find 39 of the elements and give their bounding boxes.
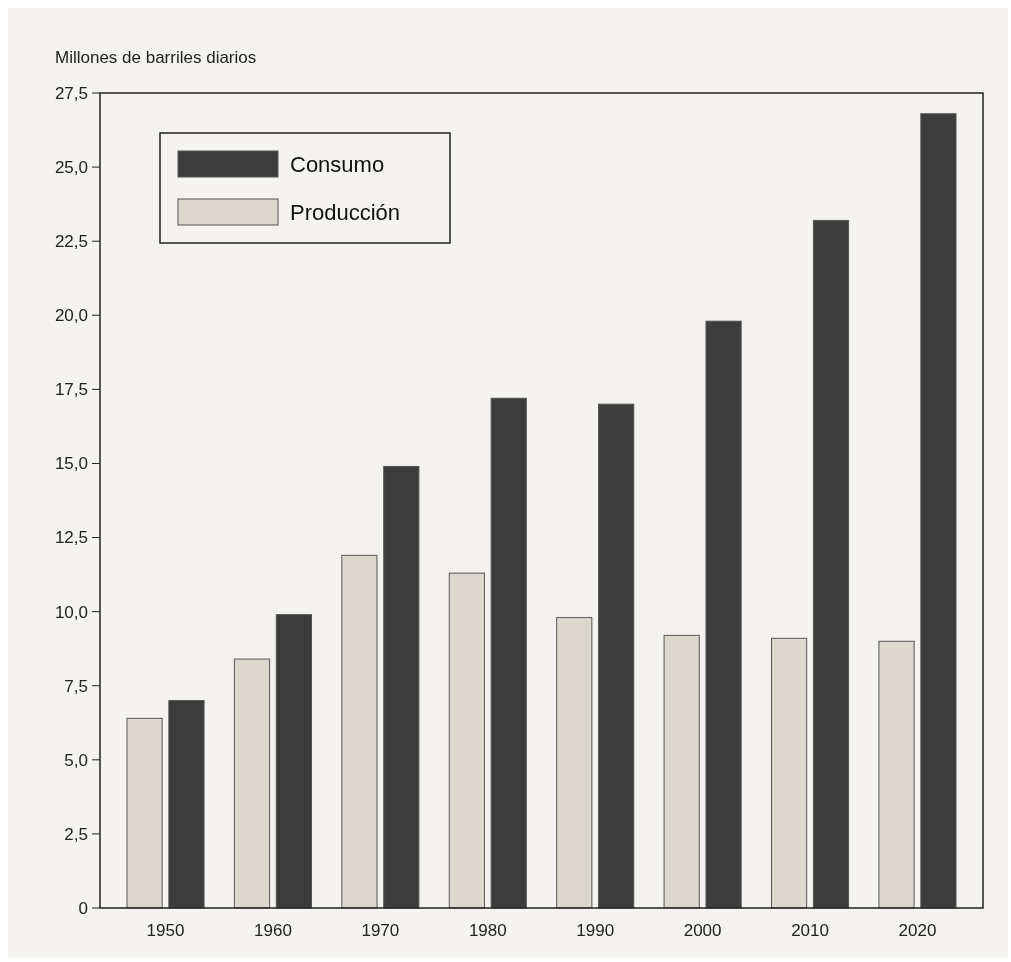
x-tick-label: 2020 [898,921,937,940]
y-tick-label: 20,0 [54,306,88,326]
bar [448,572,485,909]
y-tick-label: 0 [78,898,88,918]
legend-label: Producción [290,199,401,225]
y-tick-label: 2,5 [64,824,88,844]
x-tick-label: 1970 [361,921,400,940]
bar [168,700,205,909]
bar [556,617,593,909]
x-tick-label: 1960 [254,921,292,940]
x-tick-label: 2000 [683,921,722,940]
x-tick-label: 1990 [576,921,615,940]
y-tick-label: 12,5 [54,528,88,548]
y-tick-label: 15,0 [54,454,88,474]
bar [771,637,808,909]
x-tick-label: 2010 [791,921,829,940]
bar [598,403,635,909]
y-axis-title: Millones de barriles diarios [55,48,257,67]
bar [383,465,420,909]
y-tick-label: 7,5 [64,676,88,696]
x-tick-label: 1980 [468,921,507,940]
y-tick-label: 10,0 [54,602,88,622]
bar [878,640,915,909]
bar [490,397,527,909]
bar [812,219,850,909]
x-tick-label: 1950 [146,921,185,940]
bar [126,717,163,909]
y-tick-label: 22,5 [54,232,88,252]
bar [705,320,742,909]
bar [275,614,312,909]
bar [341,554,378,909]
bar [920,113,957,909]
y-tick-label: 25,0 [54,158,88,178]
bar [233,658,271,909]
bar [663,634,700,909]
legend-label: Consumo [290,151,385,177]
y-tick-label: 17,5 [54,380,88,400]
y-tick-label: 27,5 [54,83,88,103]
y-tick-label: 5,0 [64,750,88,770]
